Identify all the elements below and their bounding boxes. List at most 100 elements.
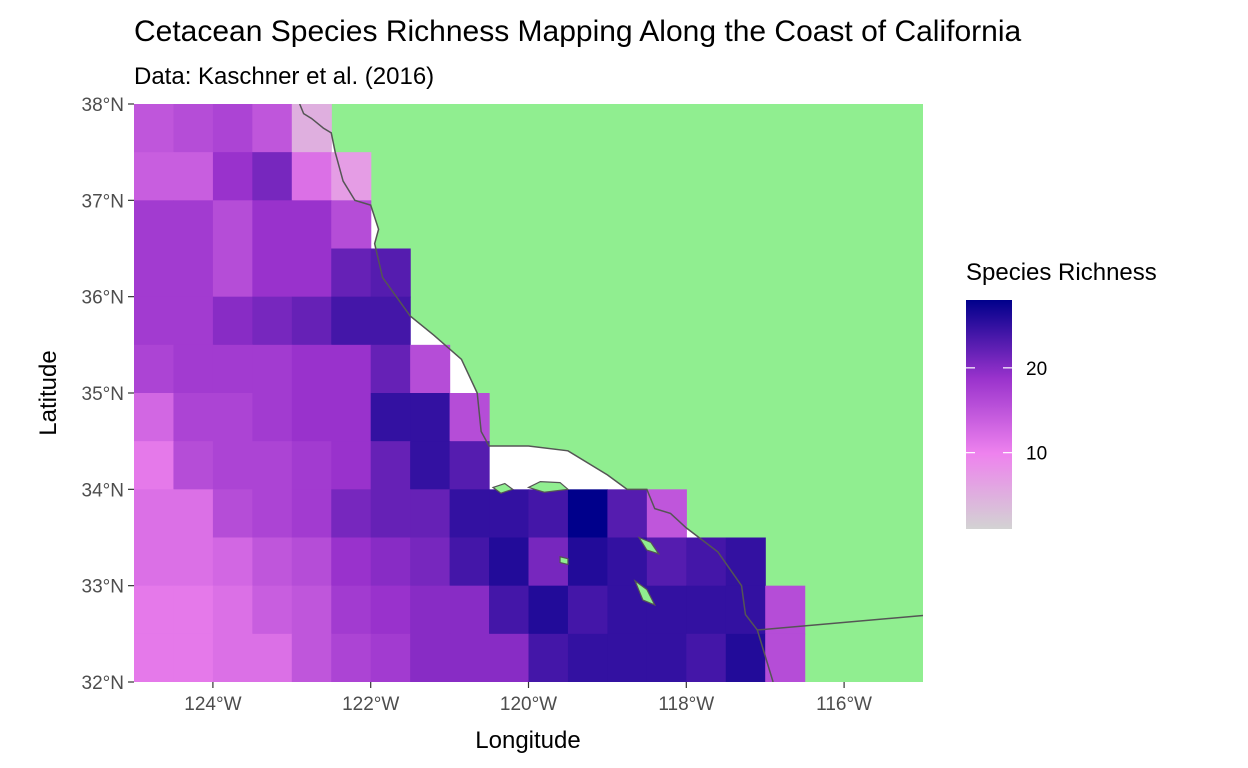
richness-cell — [291, 585, 332, 635]
richness-cell — [134, 152, 175, 201]
richness-cell — [607, 537, 648, 587]
coastline — [298, 104, 774, 682]
richness-cell — [173, 296, 214, 346]
richness-cell — [528, 585, 569, 635]
y-tick-label: 36°N — [82, 288, 124, 309]
richness-cell — [212, 537, 253, 587]
richness-cell — [449, 393, 490, 442]
richness-cell — [212, 152, 253, 201]
y-tick-label: 38°N — [82, 95, 124, 116]
richness-cell — [291, 104, 332, 153]
richness-cell — [252, 344, 293, 394]
richness-cell — [291, 200, 332, 250]
richness-cell — [291, 344, 332, 394]
richness-cell — [173, 104, 214, 153]
richness-cell — [370, 489, 411, 539]
islands-layer — [491, 481, 661, 607]
chart-subtitle: Data: Kaschner et al. (2016) — [134, 63, 434, 90]
richness-cell — [252, 248, 293, 298]
richness-cell — [173, 633, 214, 682]
richness-cell — [725, 537, 766, 587]
y-tick-label: 35°N — [82, 384, 124, 405]
richness-cell — [449, 489, 490, 539]
richness-cell — [134, 585, 175, 635]
y-axis: 32°N 33°N 34°N 35°N 36°N 37°N 38°N — [82, 95, 134, 694]
richness-cell — [646, 489, 687, 539]
richness-cell — [212, 248, 253, 298]
richness-cell — [567, 489, 608, 539]
richness-cell — [607, 489, 648, 539]
richness-cell — [410, 344, 451, 394]
richness-cell — [212, 344, 253, 394]
richness-cell — [449, 585, 490, 635]
richness-cell — [331, 248, 372, 298]
richness-cell — [291, 248, 332, 298]
x-tick-label: 118°W — [658, 694, 714, 715]
richness-cell — [686, 537, 727, 587]
island — [559, 556, 569, 566]
x-axis: 124°W 122°W 120°W 118°W 116°W — [184, 682, 872, 715]
richness-cell — [134, 296, 175, 346]
richness-cell — [331, 537, 372, 587]
y-tick-label: 34°N — [82, 480, 124, 501]
richness-cell — [567, 537, 608, 587]
y-axis-label: Latitude — [35, 350, 62, 435]
richness-cell — [607, 633, 648, 682]
richness-cell — [331, 344, 372, 394]
richness-cell — [331, 633, 372, 682]
richness-cell — [370, 393, 411, 442]
richness-cell — [331, 585, 372, 635]
richness-cell — [449, 441, 490, 490]
richness-cell — [291, 441, 332, 490]
richness-cell — [252, 633, 293, 682]
island — [491, 482, 515, 494]
legend-tick-label: 10 — [1026, 444, 1047, 465]
richness-cell — [173, 344, 214, 394]
richness-cell — [370, 633, 411, 682]
richness-cell — [370, 296, 411, 346]
richness-cell — [646, 633, 687, 682]
richness-cell — [134, 633, 175, 682]
richness-cell — [489, 489, 530, 539]
richness-cell — [686, 633, 727, 682]
richness-cell — [252, 537, 293, 587]
x-tick-label: 122°W — [342, 694, 399, 715]
richness-cell — [489, 585, 530, 635]
richness-cell — [528, 633, 569, 682]
richness-cell — [134, 537, 175, 587]
richness-cell — [252, 441, 293, 490]
richness-cell — [725, 633, 766, 682]
richness-cell — [173, 537, 214, 587]
richness-cell — [725, 585, 766, 635]
y-tick-label: 33°N — [82, 577, 124, 598]
richness-cell — [449, 633, 490, 682]
richness-cell — [212, 441, 253, 490]
richness-cell — [291, 537, 332, 587]
richness-cell — [252, 152, 293, 201]
land-polygon — [299, 104, 923, 682]
richness-cell — [134, 248, 175, 298]
richness-cell — [252, 104, 293, 153]
richness-cell — [134, 489, 175, 539]
y-tick-label: 32°N — [82, 673, 124, 694]
richness-cell — [212, 633, 253, 682]
legend-ticks: 10 20 — [966, 359, 1047, 465]
richness-cell — [646, 585, 687, 635]
richness-cell — [370, 344, 411, 394]
border-layer — [298, 104, 923, 682]
richness-cell — [331, 296, 372, 346]
richness-cell — [252, 489, 293, 539]
richness-cell — [212, 200, 253, 250]
richness-cell — [410, 537, 451, 587]
richness-cell — [410, 393, 451, 442]
richness-cell — [252, 200, 293, 250]
richness-cell — [489, 537, 530, 587]
richness-cell — [212, 489, 253, 539]
richness-cell — [331, 393, 372, 442]
richness-cell — [173, 200, 214, 250]
x-tick-label: 124°W — [184, 694, 241, 715]
island — [637, 536, 661, 555]
richness-cell — [252, 585, 293, 635]
richness-cell — [370, 585, 411, 635]
chart-title: Cetacean Species Richness Mapping Along … — [134, 15, 1021, 48]
